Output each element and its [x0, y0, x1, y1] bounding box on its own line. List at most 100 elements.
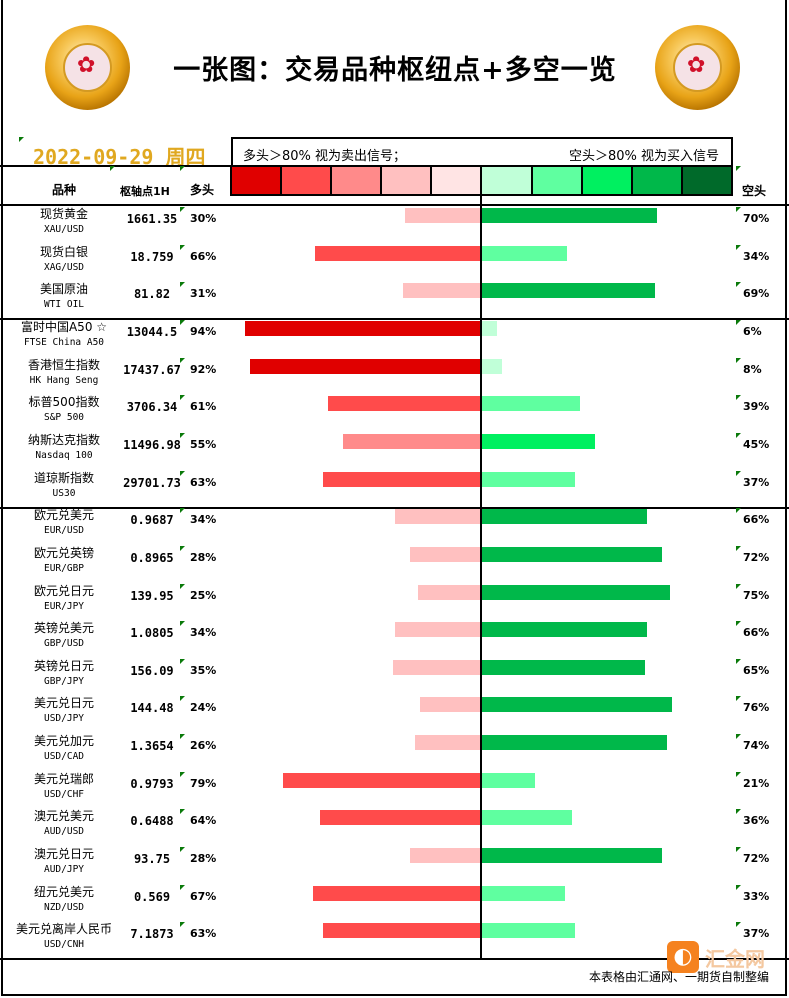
cell-marker-icon [180, 244, 185, 250]
instrument-en: WTI OIL [43, 299, 85, 311]
table-row: 美元兑日元 USD/JPY 144.48 24% 76% [0, 694, 789, 732]
cell-marker-icon [180, 696, 185, 702]
bear-bar [482, 320, 497, 336]
instrument-name: 英镑兑美元 GBP/USD [14, 621, 114, 651]
center-axis [480, 196, 482, 958]
instrument-name: 澳元兑日元 AUD/JPY [14, 847, 114, 877]
instrument-cn: 现货黄金 [39, 207, 88, 221]
bear-percent: 76% [743, 701, 770, 715]
instrument-en: EUR/GBP [43, 562, 85, 574]
instrument-name: 美元兑瑞郎 USD/CHF [14, 772, 114, 802]
flower-icon: ✿ [687, 53, 706, 78]
instrument-en: AUD/JPY [43, 864, 85, 876]
cell-marker-icon [180, 470, 185, 476]
bull-percent: 35% [190, 663, 217, 677]
cell-marker-icon [736, 244, 741, 250]
cell-marker-icon [736, 207, 741, 212]
instrument-cn: 纽元兑美元 [33, 884, 94, 899]
instrument-en: HK Hang Seng [29, 374, 99, 386]
instrument-cn: 富时中国A50 ☆ [20, 319, 108, 334]
pivot-value: 139.95 [130, 588, 174, 603]
header-instrument: 品种 [52, 183, 77, 197]
pivot-value: 17437.67 [123, 362, 181, 377]
instrument-cn: 英镑兑美元 [33, 621, 94, 636]
bear-percent: 66% [743, 626, 770, 640]
pivot-value: 93.75 [133, 852, 171, 867]
cell-marker-icon [736, 583, 741, 589]
instrument-name: 美国原油 WTI OIL [14, 282, 114, 312]
cell-marker-icon [736, 621, 741, 627]
legend-color-cell [532, 167, 583, 194]
pivot-value: 0.9793 [130, 776, 174, 791]
instrument-en: USD/CAD [43, 751, 85, 763]
bull-bar [245, 320, 480, 336]
instrument-en: Nasdaq 100 [35, 449, 93, 461]
instrument-en: GBP/JPY [43, 675, 85, 687]
table-row: 现货黄金 XAU/USD 1661.35 30% 70% [0, 205, 789, 243]
bear-percent: 45% [743, 437, 770, 451]
cell-marker-icon [180, 621, 185, 627]
divider [0, 958, 789, 960]
bear-percent: 37% [743, 927, 770, 941]
table-row: 美元兑加元 USD/CAD 1.3654 26% 74% [0, 732, 789, 770]
cell-marker-icon [180, 922, 185, 928]
cell-marker-icon [180, 357, 185, 363]
cell-marker-icon [736, 771, 741, 777]
table-row: 道琼斯指数 US30 29701.73 63% 37% [0, 469, 789, 507]
bull-percent: 26% [190, 739, 217, 753]
table-row: 纳斯达克指数 Nasdaq 100 11496.98 55% 45% [0, 431, 789, 469]
bear-bar [482, 546, 662, 562]
header-pivot: 枢轴点1H [120, 185, 170, 198]
bull-percent: 30% [190, 212, 217, 225]
logo-left: ✿ [45, 25, 130, 110]
cell-marker-icon [736, 809, 741, 815]
bear-percent: 66% [743, 513, 770, 527]
pivot-value: 0.569 [133, 889, 171, 904]
bull-bar [395, 622, 480, 638]
instrument-cn: 美元兑加元 [33, 734, 94, 749]
instrument-name: 欧元兑美元 EUR/USD [14, 508, 114, 538]
bull-percent: 66% [190, 249, 217, 263]
bull-bar [410, 546, 480, 562]
instrument-cn: 欧元兑美元 [33, 508, 94, 523]
legend-color-cell [682, 167, 731, 194]
legend-color-cell [282, 167, 333, 194]
bear-note: 空头＞80% 视为买入信号 [568, 149, 719, 164]
logo-right: ✿ [655, 25, 740, 110]
cell-marker-icon [736, 734, 741, 740]
instrument-cn: 美元兑日元 [33, 696, 94, 711]
bear-bar [482, 396, 580, 412]
table-row: 标普500指数 S&P 500 3706.34 61% 39% [0, 393, 789, 431]
cell-marker-icon [736, 545, 741, 551]
divider [0, 318, 789, 320]
cell-marker-icon [180, 583, 185, 589]
table-row: 香港恒生指数 HK Hang Seng 17437.67 92% 8% [0, 356, 789, 394]
cell-marker-icon [180, 282, 185, 288]
huijin-logo-icon: ◐ [667, 941, 699, 973]
divider [0, 204, 789, 206]
bull-percent: 24% [190, 701, 217, 715]
bear-bar [482, 358, 502, 374]
watermark: ◐ 汇金网 [667, 941, 765, 973]
cell-marker-icon [180, 207, 185, 212]
bull-bar [282, 772, 480, 788]
bull-percent: 28% [190, 852, 217, 866]
table-row: 英镑兑日元 GBP/JPY 156.09 35% 65% [0, 657, 789, 695]
bear-bar [482, 848, 662, 864]
instrument-name: 香港恒生指数 HK Hang Seng [14, 358, 114, 388]
pivot-value: 0.9687 [130, 513, 174, 528]
pivot-value: 13044.5 [126, 324, 178, 339]
cell-marker-icon [736, 282, 741, 288]
table-row: 澳元兑日元 AUD/JPY 93.75 28% 72% [0, 845, 789, 883]
bull-bar [420, 697, 480, 713]
bull-bar [312, 885, 480, 901]
table-row: 美元兑瑞郎 USD/CHF 0.9793 79% 21% [0, 770, 789, 808]
cell-marker-icon [180, 166, 185, 171]
cell-marker-icon [736, 357, 741, 363]
instrument-en: EUR/JPY [43, 600, 85, 612]
instrument-en: XAG/USD [43, 261, 85, 273]
cell-marker-icon [180, 884, 185, 890]
cell-marker-icon [736, 395, 741, 401]
bear-bar [482, 584, 670, 600]
instrument-cn: 美国原油 [39, 282, 88, 297]
